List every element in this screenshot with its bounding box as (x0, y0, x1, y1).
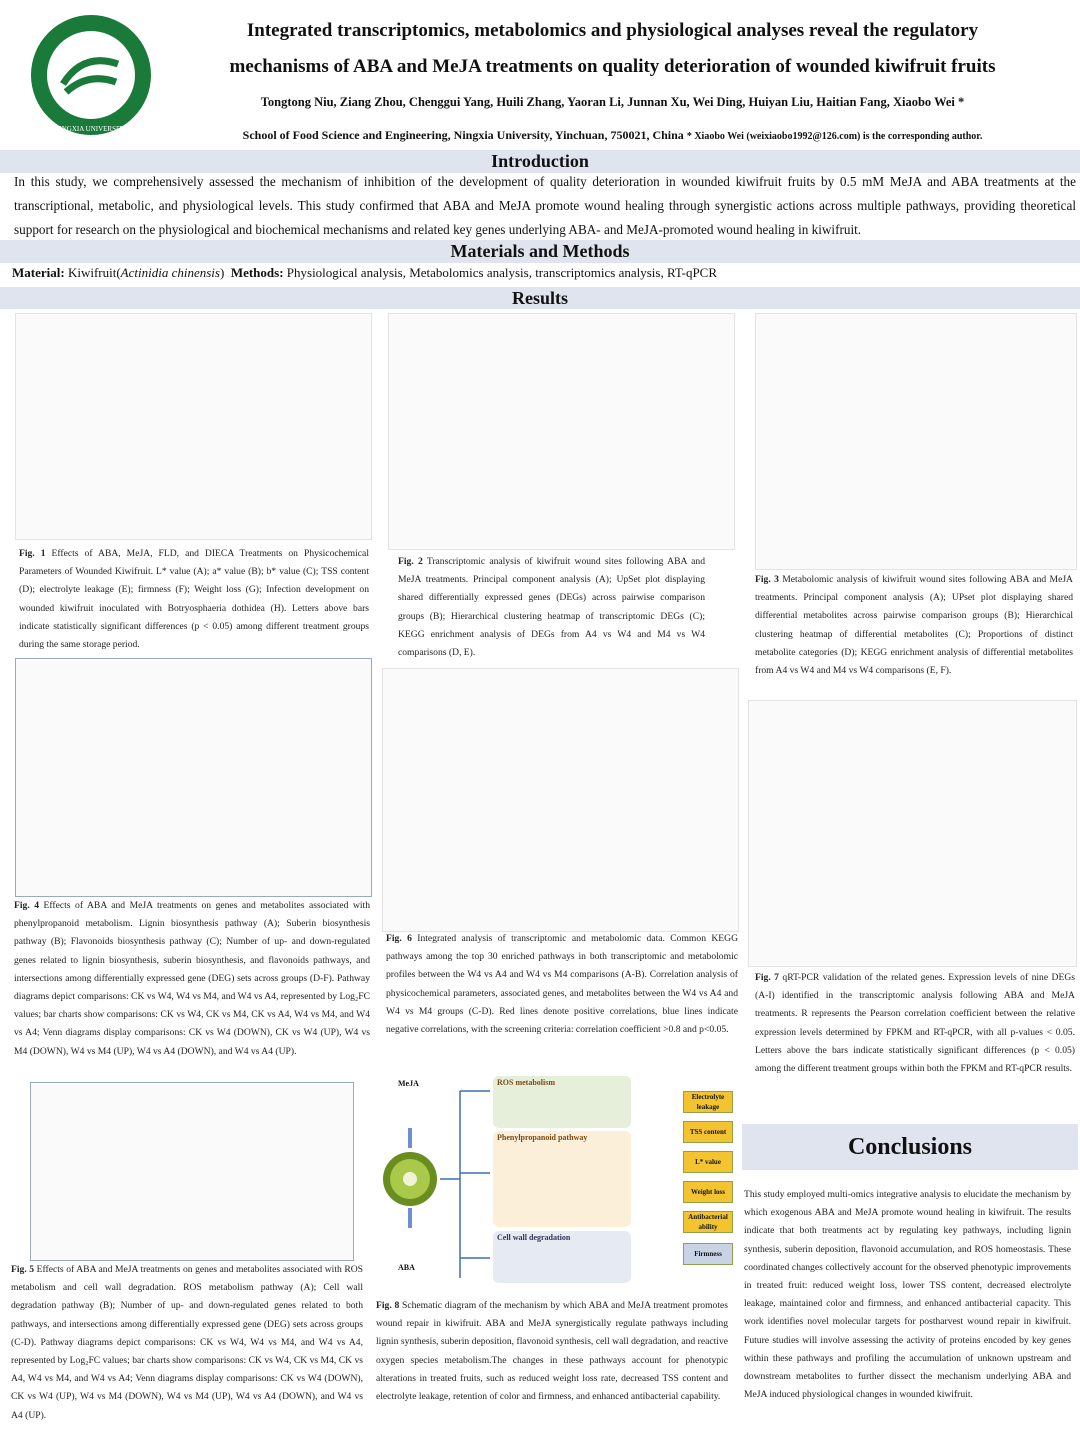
fig-label: Fig. 6 (386, 933, 412, 944)
fig-caption: Effects of ABA and MeJA treatments on ge… (11, 1264, 364, 1421)
university-logo: 1958 NINGXIA UNIVERSITY (31, 15, 151, 135)
text: Kiwifruit( (67, 265, 121, 280)
hormone-label: MeJA (398, 1079, 419, 1088)
pathway-title: Phenylpropanoid pathway (497, 1133, 588, 1142)
authors: Tongtong Niu, Ziang Zhou, Chenggui Yang,… (260, 95, 965, 109)
figure-1 (15, 313, 372, 540)
caption: Fig. 1 Effects of ABA, MeJA, FLD, and DI… (19, 545, 369, 654)
logo-year: 1958 (82, 110, 101, 120)
label: Methods: (230, 265, 284, 280)
outcome: Weight loss (683, 1181, 733, 1203)
fig-label: Fig. 7 (755, 972, 779, 983)
fig-label: Fig. 4 (14, 900, 40, 911)
affiliation: School of Food Science and Engineering, … (150, 128, 1075, 143)
intro-text: In this study, we comprehensively assess… (14, 174, 1076, 237)
materials-line: Material: Kiwifruit(Actinidia chinensis)… (12, 265, 717, 281)
outcome: Firmness (683, 1243, 733, 1265)
fig-caption: Schematic diagram of the mechanism by wh… (376, 1300, 728, 1403)
section-heading: Results (0, 287, 1080, 309)
figure-4 (15, 658, 372, 897)
fig-label: Fig. 1 (19, 548, 46, 559)
pathway-box: ROS metabolism (493, 1076, 631, 1128)
figure-8: MeJA ABA ROS metabolism Phenylpropanoid … (378, 1073, 738, 1295)
fig-label: Fig. 3 (755, 574, 779, 585)
figure-7 (748, 700, 1077, 967)
outcome: Electrolyte leakage (683, 1091, 733, 1113)
label: Material: (12, 265, 65, 280)
pathway-box: Cell wall degradation (493, 1231, 631, 1283)
fig-caption: Effects of ABA and MeJA treatments on ge… (14, 900, 370, 1057)
caption: Fig. 4 Effects of ABA and MeJA treatment… (14, 897, 370, 1061)
figure-6 (382, 668, 739, 932)
pathway-title: Cell wall degradation (497, 1233, 571, 1242)
conclusions-text: This study employed multi-omics integrat… (744, 1189, 1071, 1401)
section-heading: Materials and Methods (0, 240, 1080, 263)
figure-5 (30, 1082, 354, 1261)
outcome: Antibacterial ability (683, 1211, 733, 1233)
caption: Fig. 2 Transcriptomic analysis of kiwifr… (398, 553, 705, 662)
text: Physiological analysis, Metabolomics ana… (286, 265, 718, 280)
caption: Fig. 8 Schematic diagram of the mechanis… (376, 1297, 728, 1406)
corresponding: * Xiaobo Wei (weixiaobo1992@126.com) is … (686, 131, 983, 142)
section-heading: Introduction (0, 150, 1080, 173)
fig-caption: Effects of ABA, MeJA, FLD, and DIECA Tre… (19, 548, 369, 651)
outcome: L* value (683, 1151, 733, 1173)
caption: Fig. 5 Effects of ABA and MeJA treatment… (11, 1261, 363, 1425)
hormone-label: ABA (398, 1263, 415, 1272)
fig-caption: Integrated analysis of transcriptomic an… (386, 933, 738, 1036)
affiliation-text: School of Food Science and Engineering, … (242, 128, 684, 142)
fig-label: Fig. 8 (376, 1300, 400, 1311)
title: mechanisms of ABA and MeJA treatments on… (229, 56, 996, 77)
fig-label: Fig. 5 (11, 1264, 35, 1275)
fig-caption: Transcriptomic analysis of kiwifruit wou… (398, 556, 705, 659)
fig-caption: Metabolomic analysis of kiwifruit wound … (755, 574, 1073, 677)
outcome: TSS content (683, 1121, 733, 1143)
figure-3 (755, 313, 1077, 570)
caption: Fig. 6 Integrated analysis of transcript… (386, 930, 738, 1039)
species: Actinidia chinensis (120, 265, 220, 280)
figure-2 (388, 313, 735, 550)
caption: Fig. 7 qRT-PCR validation of the related… (755, 969, 1075, 1078)
text: ) (219, 265, 225, 280)
title: Integrated transcriptomics, metabolomics… (246, 20, 979, 41)
logo-name: NINGXIA UNIVERSITY (54, 125, 127, 133)
kiwi-graphic (383, 1090, 490, 1278)
pathway-title: ROS metabolism (497, 1078, 555, 1087)
section-heading: Conclusions (742, 1124, 1078, 1170)
caption: Fig. 3 Metabolomic analysis of kiwifruit… (755, 571, 1073, 680)
fig-caption: qRT-PCR validation of the related genes.… (755, 972, 1075, 1075)
fig-label: Fig. 2 (398, 556, 423, 567)
pathway-box: Phenylpropanoid pathway (493, 1131, 631, 1227)
